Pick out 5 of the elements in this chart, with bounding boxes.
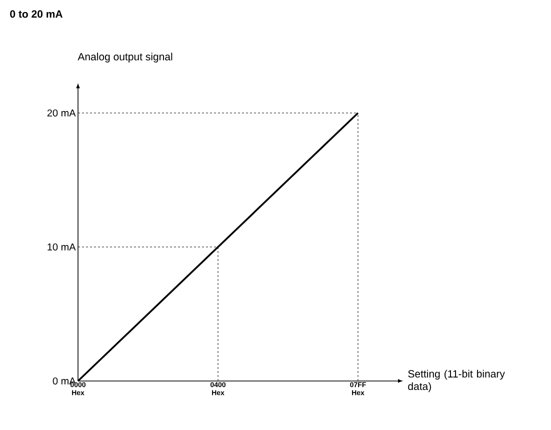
y-tick-label: 10 mA (48, 243, 76, 251)
y-tick-label: 20 mA (47, 109, 76, 117)
x-axis-title: Setting (11-bit binary data) (408, 370, 505, 392)
y-axis-title: Analog output signal (78, 52, 172, 62)
chart-title: 0 to 20 mA (10, 10, 63, 18)
